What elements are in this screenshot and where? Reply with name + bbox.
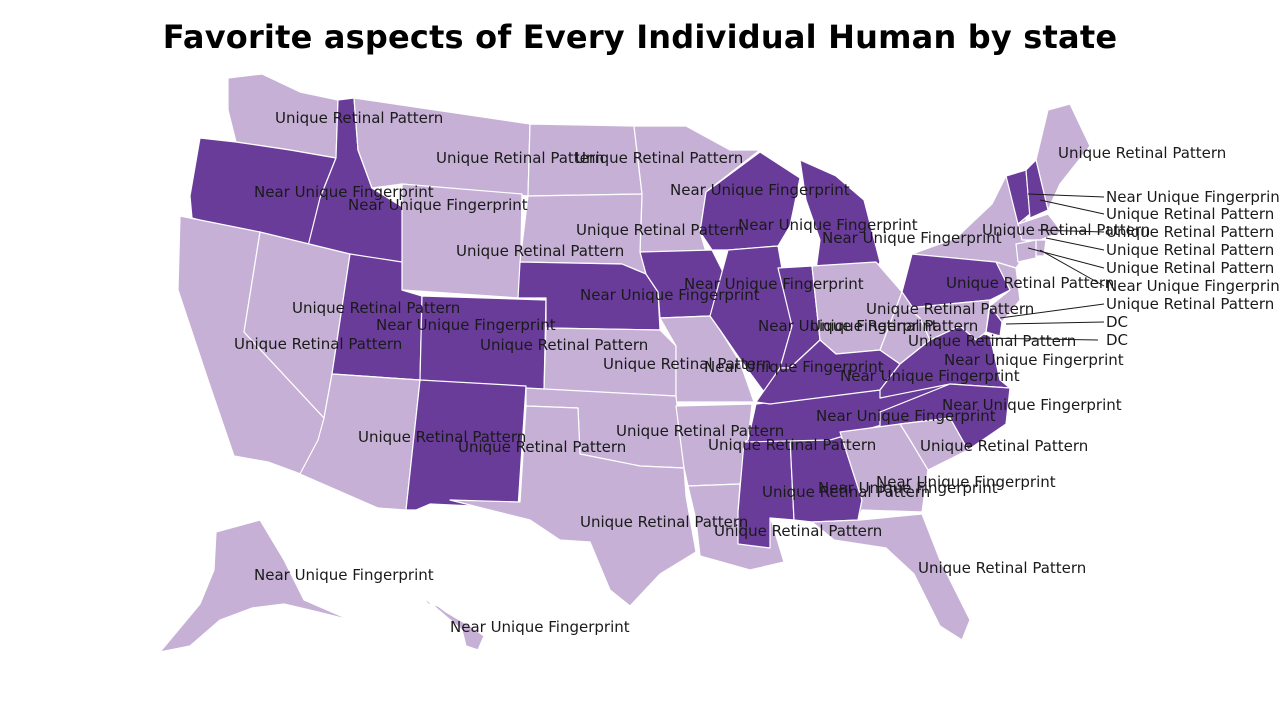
leader-line [1045, 237, 1105, 251]
state-label: Near Unique Fingerprint [1106, 188, 1280, 206]
state-label: Unique Retinal Pattern [982, 221, 1150, 239]
state-tx [449, 405, 697, 607]
dc-label: DC [1106, 331, 1128, 349]
state-md [907, 299, 991, 341]
states-layer [159, 73, 1091, 653]
state-label: Near Unique Fingerprint [450, 618, 630, 636]
state-label: Near Unique Fingerprint [816, 407, 996, 425]
state-label: Unique Retinal Pattern [576, 221, 744, 239]
state-label: Unique Retinal Pattern [714, 522, 882, 540]
state-label: Near Unique Fingerprint [376, 316, 556, 334]
state-label: Unique Retinal Pattern [603, 355, 771, 373]
state-label: Near Unique Fingerprint [822, 229, 1002, 247]
state-label: Near Unique Fingerprint [840, 367, 1020, 385]
state-nh [1025, 159, 1049, 219]
state-label: Unique Retinal Pattern [1106, 295, 1274, 313]
state-label: Unique Retinal Pattern [575, 149, 743, 167]
state-ak [159, 519, 351, 653]
state-label: Near Unique Fingerprint [580, 286, 760, 304]
leader-line [1039, 199, 1105, 215]
state-label: Unique Retinal Pattern [458, 438, 626, 456]
state-wi [699, 151, 801, 251]
state-label: Unique Retinal Pattern [1106, 241, 1274, 259]
state-label: Unique Retinal Pattern [1106, 223, 1274, 241]
state-label: Near Unique Fingerprint [738, 216, 918, 234]
state-va [879, 325, 1011, 399]
state-label: Unique Retinal Pattern [762, 483, 930, 501]
state-label: Unique Retinal Pattern [810, 317, 978, 335]
state-hi [421, 595, 485, 651]
state-label: Near Unique Fingerprint [704, 358, 884, 376]
state-label: DC [1106, 313, 1128, 331]
state-label: Unique Retinal Pattern [436, 149, 604, 167]
state-label: Near Unique Fingerprint [670, 181, 850, 199]
state-ct [1015, 239, 1037, 263]
state-label: Near Unique Fingerprint [818, 479, 998, 497]
state-ga [839, 423, 929, 521]
state-label: Unique Retinal Pattern [1106, 205, 1274, 223]
state-label: Unique Retinal Pattern [866, 300, 1034, 318]
state-label: Unique Retinal Pattern [234, 335, 402, 353]
state-label: Unique Retinal Pattern [616, 422, 784, 440]
state-fl [811, 513, 971, 641]
state-label: Unique Retinal Pattern [275, 109, 443, 127]
state-label: Unique Retinal Pattern [1058, 144, 1226, 162]
state-label: Near Unique Fingerprint [684, 275, 864, 293]
state-label: Unique Retinal Pattern [456, 242, 624, 260]
state-ma [1017, 213, 1063, 241]
state-label: Unique Retinal Pattern [580, 513, 748, 531]
state-label: Near Unique Fingerprint [254, 183, 434, 201]
state-label: Unique Retinal Pattern [908, 332, 1076, 350]
state-label: Unique Retinal Pattern [918, 559, 1086, 577]
state-label: Unique Retinal Pattern [358, 428, 526, 446]
state-ri [1035, 239, 1047, 257]
leader-line [979, 337, 1099, 341]
state-label: Unique Retinal Pattern [480, 336, 648, 354]
leader-lines-layer [979, 193, 1105, 341]
state-nm [405, 379, 527, 511]
state-label: Unique Retinal Pattern [292, 299, 460, 317]
state-label: Near Unique Fingerprint [1106, 277, 1280, 295]
state-label: Near Unique Fingerprint [942, 396, 1122, 414]
state-label: Near Unique Fingerprint [944, 351, 1124, 369]
state-label: Unique Retinal Pattern [708, 436, 876, 454]
state-label: Unique Retinal Pattern [946, 274, 1114, 292]
state-label: Near Unique Fingerprint [876, 473, 1056, 491]
leader-line [1027, 247, 1105, 269]
leader-line [1005, 321, 1105, 325]
state-label: Near Unique Fingerprint [254, 566, 434, 584]
state-label: Unique Retinal Pattern [920, 437, 1088, 455]
state-label: Near Unique Fingerprint [348, 196, 528, 214]
leader-line [1039, 249, 1105, 287]
state-label: Near Unique Fingerprint [758, 317, 938, 335]
leader-line [1027, 193, 1105, 198]
leader-line [999, 303, 1105, 319]
leader-line [1037, 229, 1105, 233]
map-title: Favorite aspects of Every Individual Hum… [162, 18, 1118, 56]
state-label: Unique Retinal Pattern [1106, 259, 1274, 277]
